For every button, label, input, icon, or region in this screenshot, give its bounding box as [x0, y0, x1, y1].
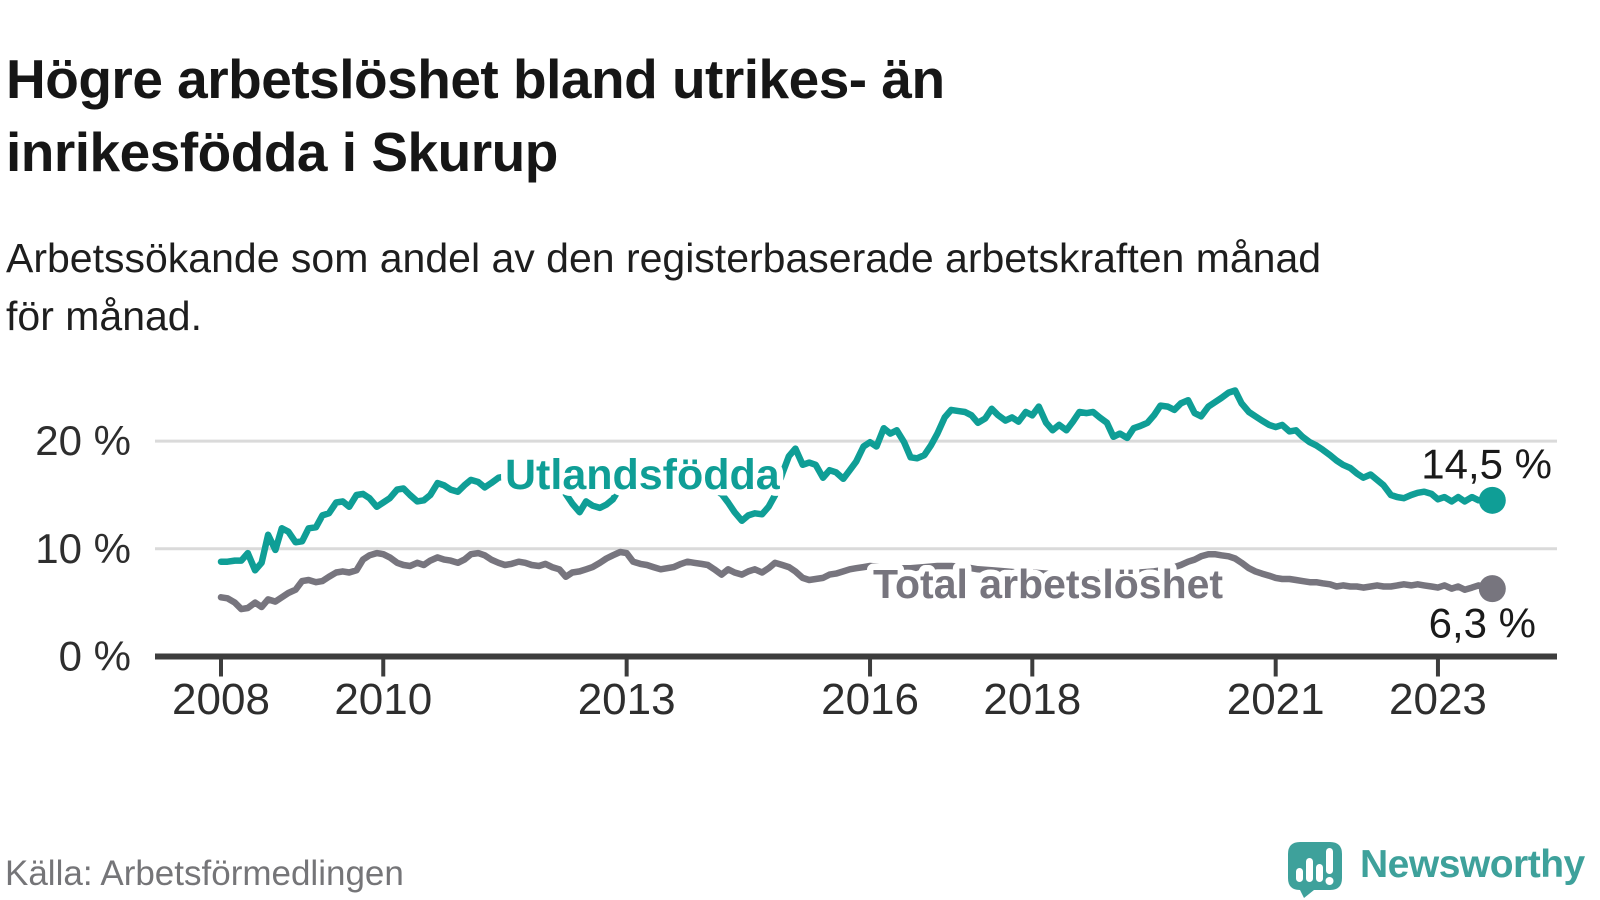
- end-value-label: 6,3 %: [1429, 600, 1536, 647]
- series-line-utlandsfodda: [217, 387, 1496, 574]
- bar-chart-speech-bubble-icon: [1288, 842, 1342, 898]
- page-title: Högre arbetslöshet bland utrikes- än inri…: [6, 43, 945, 189]
- series-label-total: Total arbetslöshet: [873, 561, 1223, 607]
- x-tick-label: 2013: [578, 675, 676, 724]
- newsworthy-logo: Newsworthy: [1284, 838, 1585, 898]
- y-tick-label: 20 %: [35, 417, 131, 464]
- endpoint-dot: [1478, 575, 1506, 603]
- subtitle-line-1: Arbetssökande som andel av den registerb…: [6, 235, 1322, 281]
- series-line-total: [217, 548, 1496, 613]
- y-tick-label: 10 %: [35, 525, 131, 572]
- brand-wordmark: Newsworthy: [1360, 843, 1585, 886]
- x-tick-label: 2021: [1227, 675, 1325, 724]
- x-tick-label: 2018: [983, 675, 1081, 724]
- source-note: Källa: Arbetsförmedlingen: [5, 854, 404, 893]
- x-tick-label: 2010: [334, 675, 432, 724]
- title-line-1: Högre arbetslöshet bland utrikes- än: [6, 47, 945, 110]
- x-tick-label: 2008: [172, 675, 270, 724]
- series-label-utlandsfodda: Utlandsfödda: [505, 451, 781, 499]
- x-tick-label: 2023: [1389, 675, 1487, 724]
- y-tick-label: 0 %: [59, 633, 131, 680]
- subtitle-line-2: för månad.: [6, 293, 202, 339]
- end-value-label: 14,5 %: [1421, 440, 1552, 487]
- endpoint-dot: [1478, 486, 1506, 514]
- chart-subtitle: Arbetssökande som andel av den registerb…: [6, 229, 1321, 345]
- title-line-2: inrikesfödda i Skurup: [6, 120, 558, 183]
- x-tick-label: 2016: [821, 675, 919, 724]
